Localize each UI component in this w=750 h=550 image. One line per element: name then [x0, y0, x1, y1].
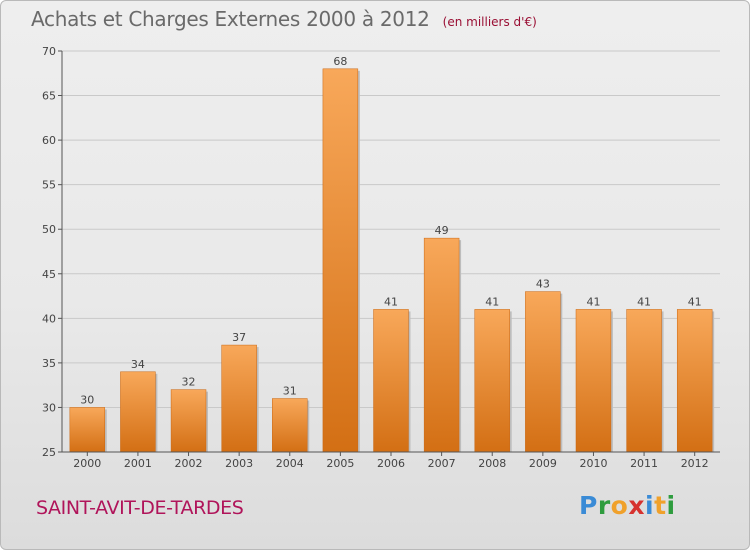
bar-2007[interactable] — [423, 237, 460, 453]
data-label: 41 — [688, 295, 702, 308]
x-tick-label: 2006 — [377, 457, 405, 470]
bars: 30 34 32 37 31 68 41 49 41 43 41 41 41 — [69, 55, 715, 453]
y-tick-label: 65 — [42, 90, 56, 103]
y-tick-label: 55 — [42, 179, 56, 192]
y-tick-label: 25 — [42, 446, 56, 459]
data-label: 68 — [333, 55, 347, 68]
x-tick-label: 2004 — [276, 457, 304, 470]
y-tick-label: 60 — [42, 134, 56, 147]
data-label: 43 — [536, 278, 550, 291]
data-label: 41 — [637, 295, 651, 308]
logo-letter: i — [645, 491, 655, 520]
logo-letter: i — [666, 491, 676, 520]
y-tick-label: 45 — [42, 268, 56, 281]
commune-name: SAINT-AVIT-DE-TARDES — [36, 497, 244, 519]
y-tick-label: 30 — [42, 401, 56, 414]
bar-2011[interactable] — [626, 309, 662, 453]
x-tick-label: 2000 — [73, 457, 101, 470]
bar-2001[interactable] — [120, 371, 156, 453]
proxiti-logo[interactable]: Proxiti — [579, 491, 676, 520]
x-tick-label: 2003 — [225, 457, 253, 470]
x-tick-label: 2005 — [326, 457, 354, 470]
data-label: 41 — [485, 295, 499, 308]
data-label: 31 — [283, 385, 297, 398]
data-label: 49 — [435, 224, 449, 237]
bar-2006[interactable] — [373, 309, 409, 453]
logo-letter: P — [579, 491, 598, 520]
data-label: 41 — [384, 295, 398, 308]
x-tick-label: 2012 — [681, 457, 709, 470]
bar-2012[interactable] — [676, 309, 713, 453]
chart-subtitle: (en milliers d'€) — [442, 15, 537, 29]
bar-2009[interactable] — [525, 291, 561, 453]
x-tick-label: 2001 — [124, 457, 152, 470]
data-label: 41 — [586, 295, 600, 308]
bar-2000[interactable] — [69, 407, 106, 453]
x-tick-label: 2007 — [428, 457, 456, 470]
bar-2003[interactable] — [221, 344, 257, 453]
logo-letter: x — [628, 491, 645, 520]
data-label: 32 — [182, 376, 196, 389]
bar-2004[interactable] — [272, 398, 308, 453]
x-tick-label: 2010 — [579, 457, 607, 470]
x-tick-label: 2002 — [175, 457, 203, 470]
chart-header: Achats et Charges Externes 2000 à 2012 (… — [31, 7, 537, 31]
x-tick-label: 2009 — [529, 457, 557, 470]
bar-2010[interactable] — [575, 309, 612, 453]
chart-title: Achats et Charges Externes 2000 à 2012 — [31, 7, 430, 31]
logo-letter: r — [597, 491, 611, 520]
logo-letter: t — [654, 491, 667, 520]
bar-2002[interactable] — [170, 389, 207, 453]
data-label: 30 — [80, 393, 94, 406]
y-tick-label: 50 — [42, 223, 56, 236]
data-label: 34 — [131, 358, 145, 371]
bar-2005[interactable] — [322, 68, 359, 453]
y-tick-label: 40 — [42, 312, 56, 325]
axes: 25 30 35 40 45 50 55 60 65 70 2000 2001 2002 2003 2004… — [42, 45, 720, 470]
x-tick-label: 2011 — [630, 457, 658, 470]
bar-2008[interactable] — [474, 309, 510, 453]
logo-letter: o — [610, 491, 629, 520]
y-tick-label: 35 — [42, 357, 56, 370]
x-tick-label: 2008 — [478, 457, 506, 470]
y-tick-label: 70 — [42, 45, 56, 58]
data-label: 37 — [232, 331, 246, 344]
